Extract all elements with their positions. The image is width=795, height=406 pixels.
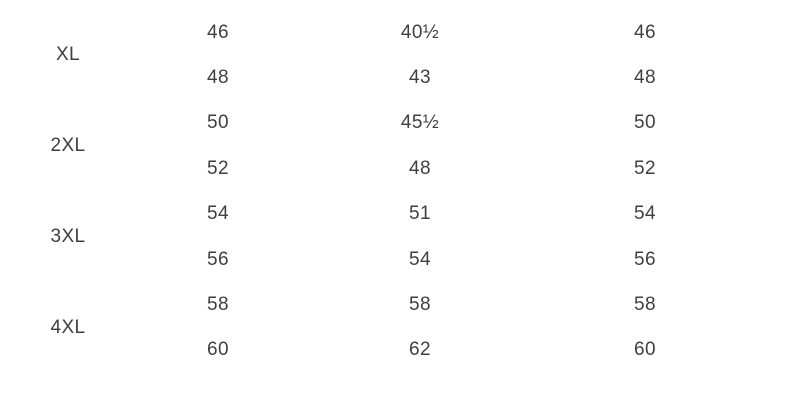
measurement-cell: 50 [207, 112, 229, 134]
measurement-cell: 60 [634, 339, 656, 361]
measurement-cell: 54 [634, 203, 656, 225]
size-label: 4XL [50, 316, 86, 338]
measurement-cell: 45½ [400, 112, 440, 134]
measurement-cell: 50 [634, 112, 656, 134]
size-group-xl: XL 46 40½ 46 48 43 48 [0, 10, 795, 101]
measurement-cell: 51 [409, 203, 431, 225]
measurement-cell: 52 [634, 157, 656, 179]
measurement-cell: 48 [207, 67, 229, 89]
size-group-2xl: 2XL 50 45½ 50 52 48 52 [0, 101, 795, 192]
size-label: XL [55, 44, 81, 66]
measurement-cell: 62 [409, 339, 431, 361]
measurement-cell: 58 [409, 294, 431, 316]
measurement-cell: 40½ [400, 21, 440, 43]
measurement-cell: 54 [207, 203, 229, 225]
measurement-cell: 52 [207, 157, 229, 179]
measurement-cell: 58 [634, 294, 656, 316]
measurement-cell: 46 [207, 21, 229, 43]
measurement-cell: 48 [409, 157, 431, 179]
measurement-cell: 46 [634, 21, 656, 43]
measurement-cell: 56 [207, 248, 229, 270]
measurement-cell: 48 [634, 67, 656, 89]
size-label: 3XL [50, 225, 86, 247]
size-group-3xl: 3XL 54 51 54 56 54 56 [0, 192, 795, 283]
measurement-cell: 43 [409, 67, 431, 89]
measurement-cell: 56 [634, 248, 656, 270]
measurement-cell: 60 [207, 339, 229, 361]
size-label: 2XL [50, 135, 86, 157]
measurement-cell: 58 [207, 294, 229, 316]
measurement-cell: 54 [409, 248, 431, 270]
size-group-4xl: 4XL 58 58 58 60 62 60 [0, 282, 795, 373]
